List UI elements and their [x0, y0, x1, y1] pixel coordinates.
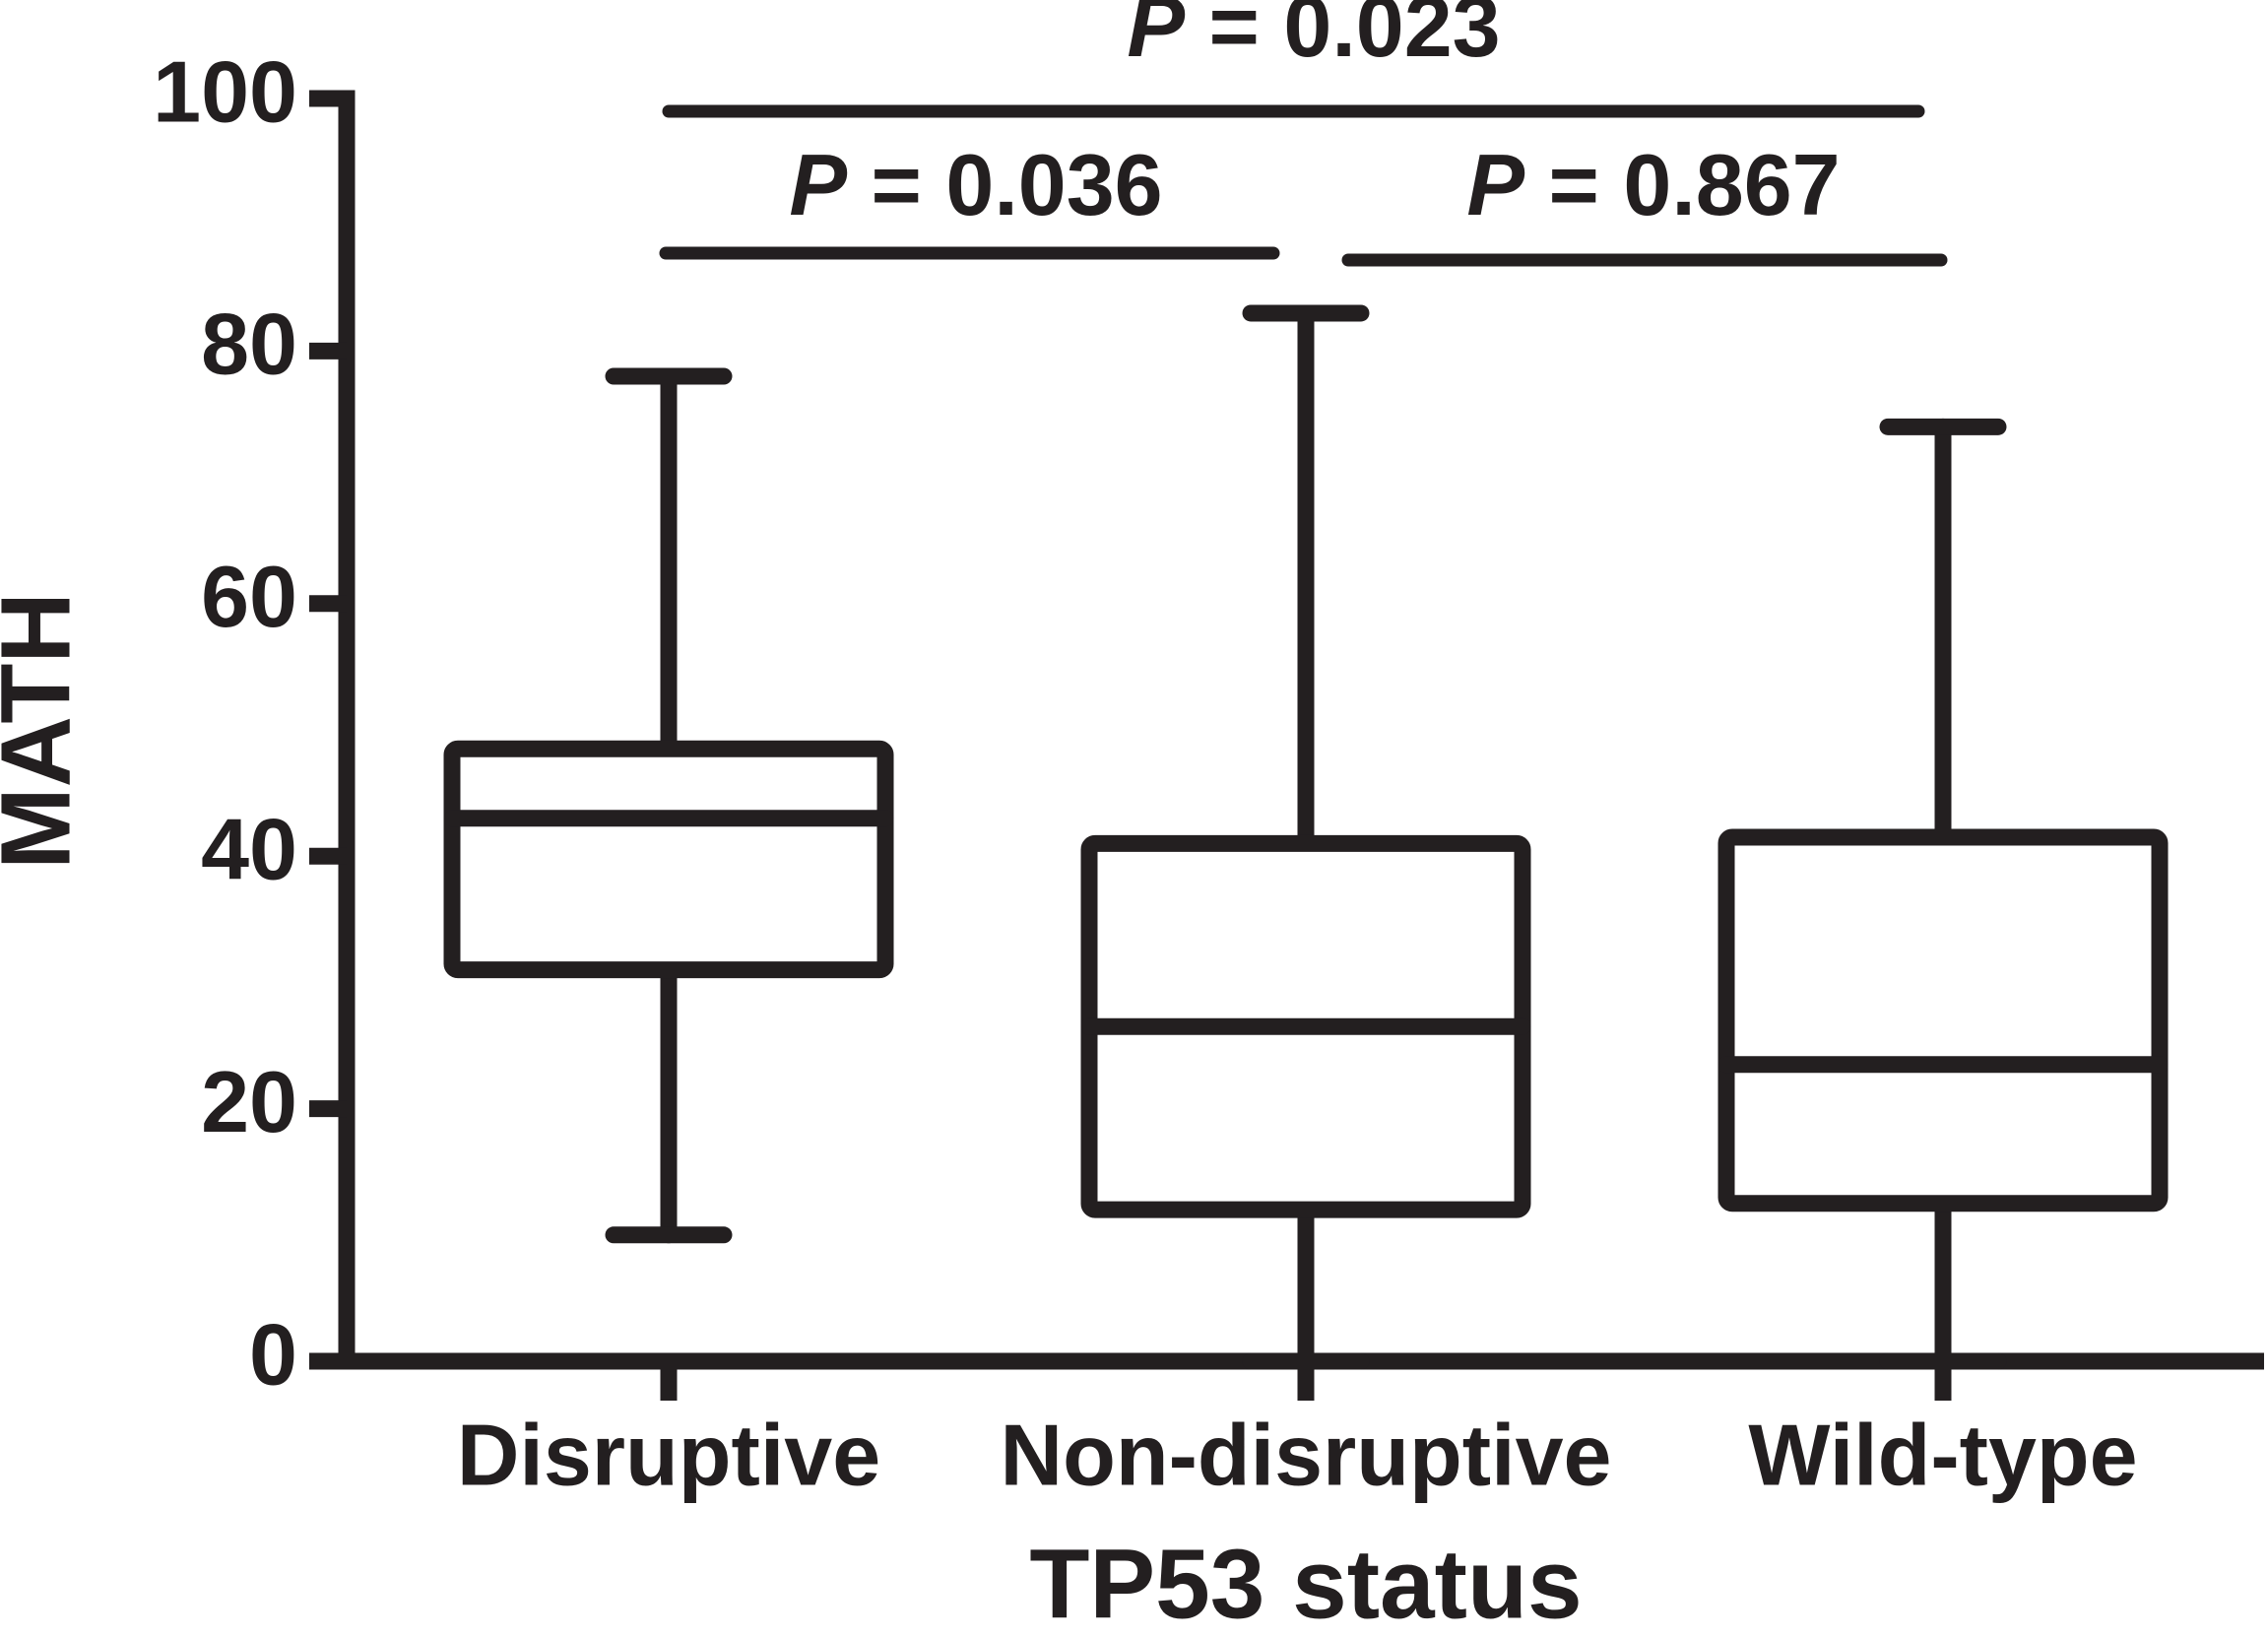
y-axis-label: MATH [0, 592, 91, 869]
annotation: P = 0.023 [1127, 0, 1500, 75]
annotation-italic: P [789, 136, 847, 233]
y-tick-label: 40 [201, 800, 297, 897]
y-tick-label: 60 [201, 548, 297, 645]
x-tick-label: Wild-type [1748, 1406, 2137, 1503]
y-tick-label: 20 [201, 1053, 297, 1150]
y-tick-label: 100 [153, 42, 297, 140]
annotation-text: = 0.023 [1209, 0, 1501, 75]
annotation: P = 0.867 [1466, 136, 1840, 233]
box [443, 740, 894, 979]
x-tick-label: Non-disruptive [1001, 1406, 1612, 1503]
annotation-text: = 0.036 [872, 136, 1163, 233]
annotation-italic: P [1466, 136, 1524, 233]
annotation-text: = 0.867 [1549, 136, 1841, 233]
annotation: P = 0.036 [789, 136, 1162, 233]
x-axis-label: TP53 status [1029, 1529, 1582, 1638]
x-tick-label: Disruptive [457, 1406, 880, 1503]
y-tick-label: 0 [249, 1305, 297, 1403]
annotation-italic: P [1127, 0, 1185, 75]
y-tick-label: 80 [201, 295, 297, 393]
box [1717, 828, 2169, 1212]
